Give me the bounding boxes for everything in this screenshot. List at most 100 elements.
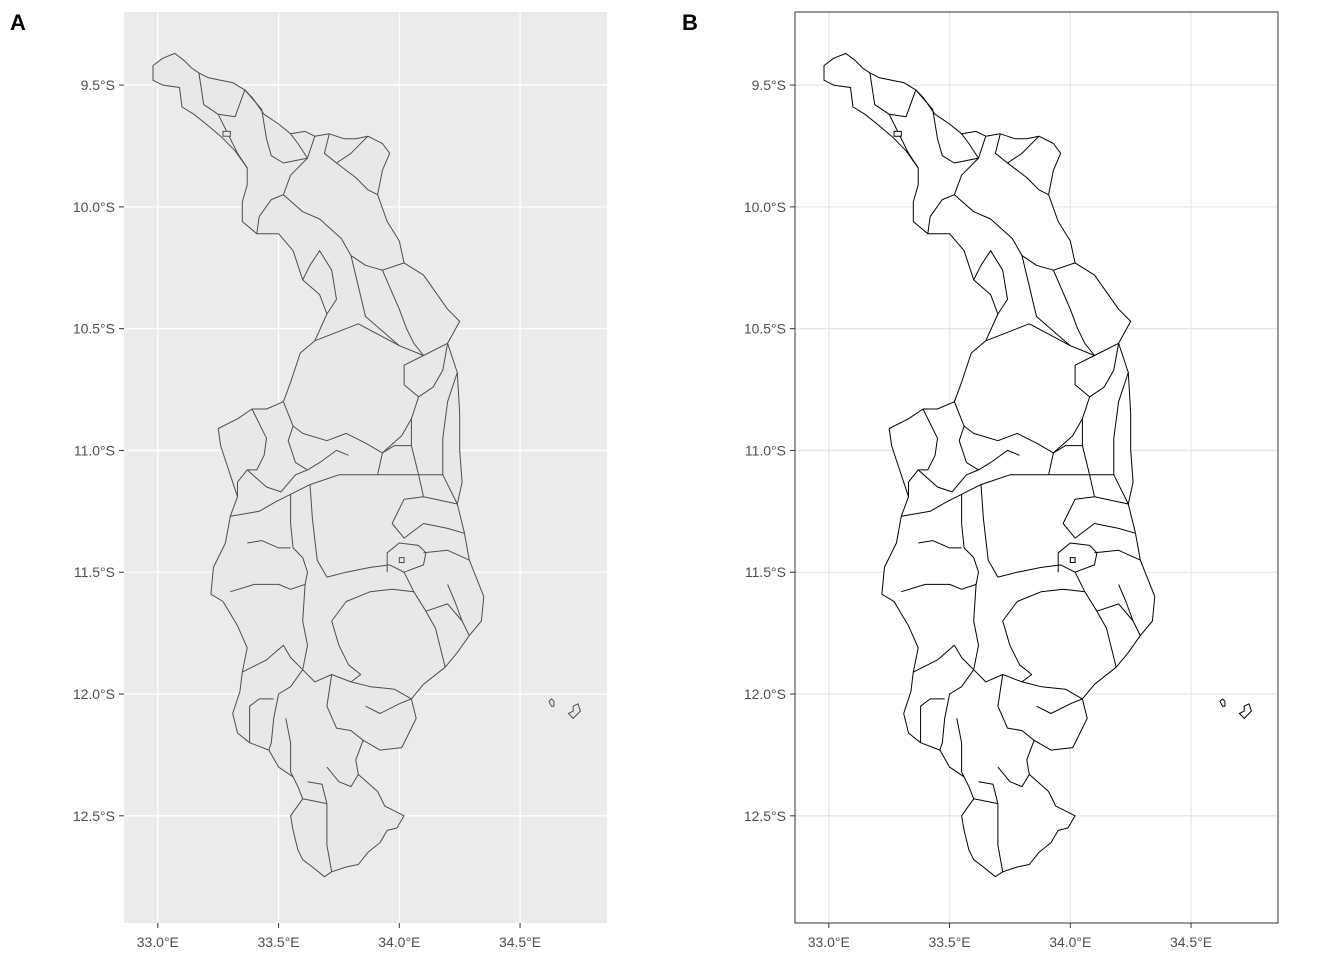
x-tick-label: 33.5°E (257, 934, 299, 950)
district-boundary (913, 644, 975, 673)
district-boundary (980, 484, 999, 578)
y-tick-label: 12.5°S (73, 808, 115, 824)
district-boundary (425, 603, 463, 622)
y-tick-label: 11.0°S (745, 442, 786, 458)
district-boundary (997, 674, 1035, 741)
x-tick-label: 34.0°E (378, 934, 420, 950)
district-boundary (246, 469, 308, 493)
district-boundary (237, 408, 267, 497)
district-boundary (381, 270, 448, 356)
district-boundary (1053, 418, 1083, 454)
y-tick-label: 11.5°S (745, 564, 786, 580)
map-panel-b: B 9.5°S 10.0°S 10.5°S 11.0°S 11.5°S 12.0°S 12.5… (682, 10, 1279, 950)
district-boundary (365, 698, 412, 714)
district-boundary (331, 588, 414, 622)
y-tick-label: 12.0°S (73, 686, 115, 702)
district-boundary (217, 114, 248, 169)
district-boundary (350, 255, 424, 356)
district-boundary (973, 798, 998, 805)
y-tick-label: 10.5°S (73, 321, 115, 337)
district-boundary (326, 766, 359, 788)
district-boundary (1048, 445, 1083, 475)
district-boundary (290, 133, 308, 159)
y-tick-label: 11.0°S (74, 442, 115, 458)
x-tick-label: 34.0°E (1049, 934, 1091, 950)
island-shape (1069, 557, 1076, 563)
y-tick-label: 10.0°S (73, 199, 115, 215)
map-panel-a: A 9.5°S 10.0°S 10.5°S 11.0°S 11.5°S 12.0°S 12.5… (10, 10, 607, 950)
y-tick-label: 10.0°S (744, 199, 786, 215)
country-outline (823, 52, 1156, 878)
district-boundary (1062, 523, 1136, 539)
district-boundary (961, 133, 979, 159)
y-tick-label: 12.0°S (744, 686, 786, 702)
district-boundary (447, 584, 470, 636)
district-boundary (247, 540, 291, 549)
district-boundary (1081, 396, 1129, 505)
district-boundary (268, 669, 304, 751)
district-boundary (901, 583, 977, 593)
district-boundary (290, 494, 308, 585)
district-boundary (997, 766, 1030, 788)
district-boundary (256, 157, 308, 234)
x-tick-label: 33.5°E (928, 934, 970, 950)
district-boundary (302, 798, 327, 805)
district-boundary (230, 583, 306, 593)
district-boundary (336, 162, 378, 196)
district-boundary (1002, 588, 1085, 622)
district-boundary (302, 250, 337, 315)
district-boundary (908, 408, 938, 497)
district-boundary (954, 194, 1076, 271)
district-boundary (326, 542, 427, 578)
district-boundary (917, 469, 979, 493)
district-boundary (1118, 584, 1141, 636)
district-boundary (1096, 603, 1134, 622)
y-tick-label: 9.5°S (81, 77, 115, 93)
district-boundary (1002, 620, 1033, 683)
district-boundary (242, 644, 304, 673)
island-shape (222, 130, 231, 137)
district-boundary (302, 584, 412, 700)
y-tick-label: 11.5°S (74, 564, 115, 580)
panel-tag: B (682, 10, 698, 35)
district-boundary (331, 620, 362, 683)
panel-border (794, 11, 1279, 924)
x-tick-label: 34.5°E (1170, 934, 1212, 950)
district-boundary (939, 669, 975, 751)
y-tick-label: 10.5°S (744, 321, 786, 337)
country-outline (152, 52, 485, 878)
island-shape (567, 703, 581, 720)
island-shape (1219, 698, 1226, 707)
district-boundary (997, 542, 1098, 578)
district-boundary (1113, 372, 1129, 475)
district-boundary (956, 718, 965, 778)
district-boundary (973, 584, 1083, 700)
x-tick-label: 34.5°E (499, 934, 541, 950)
district-boundary (985, 323, 1071, 347)
district-boundary (920, 698, 945, 743)
district-boundary (1094, 549, 1141, 561)
district-boundary (927, 157, 979, 234)
district-boundary (309, 484, 328, 578)
district-boundary (888, 114, 919, 169)
district-boundary (249, 698, 274, 743)
y-tick-label: 12.5°S (744, 808, 786, 824)
x-tick-label: 33.0°E (137, 934, 179, 950)
district-boundary (382, 418, 412, 454)
district-boundary (442, 372, 458, 475)
district-boundary (314, 323, 400, 347)
y-tick-label: 9.5°S (752, 77, 786, 93)
island-shape (893, 130, 902, 137)
district-boundary (1021, 255, 1095, 356)
x-tick-label: 33.0°E (808, 934, 850, 950)
district-boundary (326, 674, 364, 741)
district-boundary (1062, 496, 1095, 524)
district-boundary (1036, 698, 1083, 714)
district-boundary (1052, 270, 1119, 356)
district-boundary (918, 540, 962, 549)
district-boundary (1007, 162, 1049, 196)
island-shape (1238, 703, 1252, 720)
district-boundary (410, 396, 458, 505)
district-boundary (285, 718, 294, 778)
